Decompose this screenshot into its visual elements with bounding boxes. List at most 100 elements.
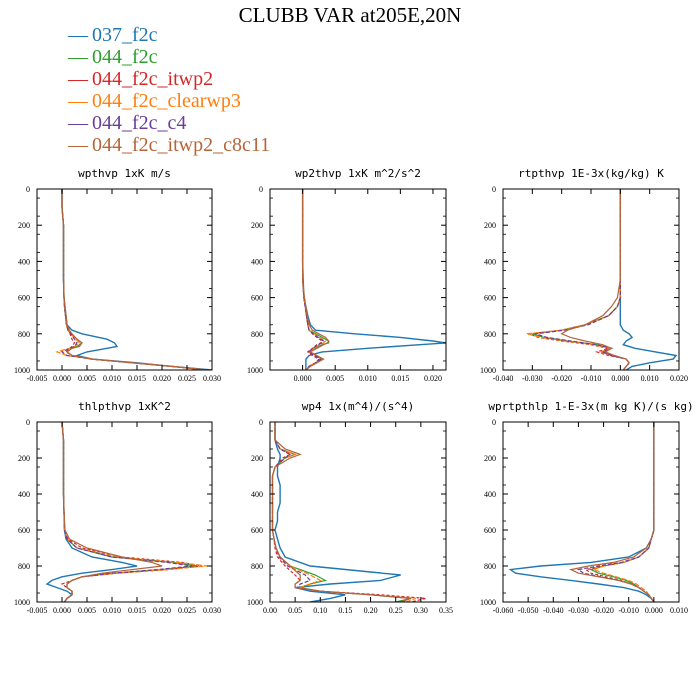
x-tick-label: 0.010 [670,606,688,615]
legend-label: 044_f2c [92,46,158,68]
series-line [61,422,208,602]
x-tick-label: 0.010 [103,606,121,615]
chart-panel: wprtpthlp 1-E-3x(m kg K)/(s kg) 0 200 400 60… [480,400,694,615]
x-tick-label: 0.010 [103,374,121,383]
y-tick-label: 0 [492,418,496,427]
series-line [271,422,427,602]
legend-swatch-icon: — [68,90,88,112]
legend-label: 044_f2c_itwp2_c8c11 [92,134,271,156]
x-tick-label: -0.020 [593,606,614,615]
x-tick-label: 0.020 [153,374,171,383]
series-line [61,189,208,370]
x-tick-label: 0.00 [263,606,277,615]
x-tick-label: 0.25 [389,606,403,615]
series-line [271,422,412,602]
legend-swatch-icon: — [68,134,88,156]
series-line [61,422,193,602]
y-tick-label: 200 [484,454,496,463]
x-tick-label: 0.005 [78,606,96,615]
panel-title: rtpthvp 1E-3x(kg/kg) K [518,167,664,180]
x-tick-label: 0.010 [641,374,659,383]
chart-panel: thlpthvp 1xK^2 0 200 400 600 800 1000-0.005 0.0… [14,400,221,615]
x-tick-label: -0.010 [618,606,639,615]
panel-title: thlpthvp 1xK^2 [78,400,171,413]
series-line [61,189,208,370]
x-tick-label: 0.020 [153,606,171,615]
x-tick-label: -0.040 [493,374,514,383]
y-tick-label: 200 [18,454,30,463]
y-tick-label: 400 [251,490,263,499]
series-line [61,422,163,602]
x-tick-label: 0.005 [326,374,344,383]
series-line [526,189,630,370]
series-line [560,189,630,370]
series-line [584,422,655,602]
series-line [535,189,630,370]
series-line [274,422,401,602]
y-tick-label: 0 [259,185,263,194]
y-tick-label: 200 [251,221,263,230]
y-tick-label: 0 [26,418,30,427]
y-tick-label: 1000 [14,598,30,607]
x-tick-label: 0.030 [203,606,221,615]
legend-swatch-icon: — [68,68,88,90]
y-tick-label: 400 [18,257,30,266]
series-line [271,422,412,602]
chart-panel: rtpthvp 1E-3x(kg/kg) K02004006008001000-… [480,167,688,383]
series-line [591,422,655,602]
legend-label: 037_f2c [92,24,158,46]
x-tick-label: -0.020 [551,374,572,383]
y-tick-label: 600 [484,526,496,535]
series-line [61,422,198,602]
series-line [302,189,323,370]
series-line [619,189,678,370]
y-tick-label: 1000 [247,366,263,375]
series-line [55,189,208,370]
plot-frame [36,188,213,371]
x-tick-label: 0.020 [670,374,688,383]
legend-item: —037_f2c [68,24,270,46]
y-tick-label: 1000 [480,598,496,607]
x-tick-label: -0.050 [518,606,539,615]
y-tick-label: 200 [484,221,496,230]
legend-item: —044_f2c_itwp2_c8c11 [68,134,270,156]
x-tick-label: 0.015 [391,374,409,383]
y-tick-label: 1000 [14,366,30,375]
y-tick-label: 800 [18,330,30,339]
series-line [60,422,203,602]
y-tick-label: 600 [18,526,30,535]
x-tick-label: 0.15 [338,606,352,615]
x-tick-label: 0.030 [203,374,221,383]
y-tick-label: 0 [492,185,496,194]
panel-title: wpthvp 1xK m/s [78,167,171,180]
legend-swatch-icon: — [68,46,88,68]
y-tick-label: 1000 [480,366,496,375]
x-tick-label: -0.060 [493,606,514,615]
legend-swatch-icon: — [68,24,88,46]
x-tick-label: 0.20 [364,606,378,615]
legend-label: 044_f2c_clearwp3 [92,90,241,112]
x-tick-label: 0.000 [645,606,663,615]
x-tick-label: 0.35 [439,606,453,615]
panel-title: wp2thvp 1xK m^2/s^2 [295,167,421,180]
series-line [508,422,655,602]
x-tick-label: 0.015 [128,374,146,383]
y-tick-label: 200 [18,221,30,230]
panel-title: wp4 1x(m^4)/(s^4) [302,400,415,413]
x-tick-label: 0.015 [128,606,146,615]
chart-panel: wpthvp 1xK m/s 0 200 400 600 800 1000-0.005 0.0… [14,167,221,383]
series-line [569,422,655,602]
x-tick-label: 0.025 [178,606,196,615]
x-tick-label: 0.000 [53,374,71,383]
x-tick-label: 0.000 [53,606,71,615]
x-tick-label: 0.020 [424,374,442,383]
y-tick-label: 800 [18,562,30,571]
y-tick-label: 400 [18,490,30,499]
legend-item: —044_f2c_clearwp3 [68,90,270,112]
x-tick-label: 0.005 [78,374,96,383]
x-tick-label: 0.30 [414,606,428,615]
x-tick-label: 0.025 [178,374,196,383]
x-tick-label: -0.005 [27,606,48,615]
series-line [61,189,212,370]
